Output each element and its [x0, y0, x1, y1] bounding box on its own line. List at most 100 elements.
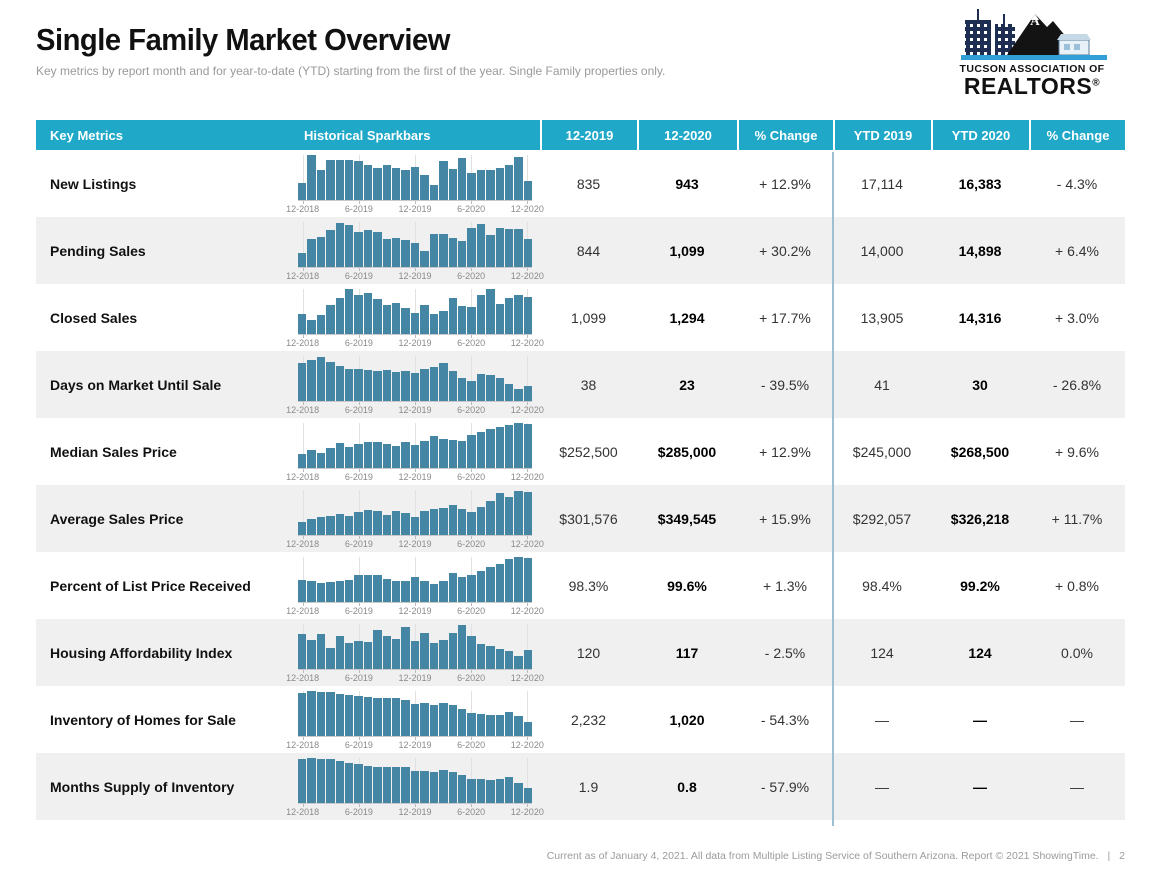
sparkbar-bar	[448, 298, 457, 334]
sparkbar-bar	[345, 446, 354, 468]
sparkbar-gridline	[527, 623, 529, 669]
skyline-logo-icon: A	[939, 8, 1125, 62]
value-cell-ytd-change: + 3.0%	[1055, 309, 1099, 326]
historical-sparkbar-chart: 12-2018 6-2019 12-2019 6-2020 12-2020	[286, 154, 544, 214]
sparkbar-bar	[335, 693, 345, 736]
sparkbar-axis-label: 12-2019	[398, 672, 432, 683]
logo-text-line2: REALTORS®	[963, 73, 1101, 99]
sparkbar-bar	[448, 704, 457, 736]
sparkbar-bar	[439, 508, 448, 535]
sparkbar-bar	[345, 515, 354, 535]
value-cell-m2020: 23	[679, 376, 695, 393]
sparkbar-gridline	[415, 489, 416, 535]
sparkbar-bar	[307, 639, 316, 669]
sparkbar-axis-tick	[471, 535, 473, 539]
sparkbar-bar	[495, 648, 504, 669]
sparkbar-bar	[354, 161, 363, 200]
sparkbar-bar	[392, 371, 401, 401]
sparkbar-bar	[401, 370, 410, 401]
sparkbar-bar	[467, 172, 476, 200]
sparkbar-bar	[495, 563, 504, 602]
sparkbar-bar	[335, 223, 345, 267]
sparkbar-axis-label: 12-2020	[510, 203, 544, 214]
sparkbar-bar	[495, 227, 504, 267]
sparkbar-bar	[307, 320, 316, 334]
sparkbar-axis-tick	[358, 803, 360, 807]
value-cell-m2020: $349,545	[657, 510, 717, 527]
sparkbar-bar	[335, 298, 345, 334]
value-cell-ytd2019: $292,057	[852, 510, 912, 527]
sparkbar-bar	[307, 690, 316, 736]
sparkbar-bar	[382, 767, 392, 803]
sparkbar-bar	[298, 692, 307, 736]
sparkbar-axis-tick	[415, 535, 416, 539]
value-cell-m2020: 1,020	[669, 711, 705, 728]
sparkbar-bar	[298, 313, 307, 334]
sparkbar-bar	[373, 575, 382, 602]
sparkbar-axis-label: 6-2019	[344, 203, 373, 214]
sparkbar-gridline	[471, 355, 473, 401]
sparkbar-bar	[354, 294, 363, 334]
sparkbar-axis-label: 12-2018	[286, 605, 320, 616]
sparkbar-axis-label: 6-2019	[344, 538, 373, 549]
page-footer: Current as of January 4, 2021. All data …	[547, 850, 1125, 862]
sparkbar-bar	[514, 715, 523, 736]
column-header-key-metrics: Key Metrics	[50, 127, 123, 143]
value-cell-ytd2019: $245,000	[852, 443, 912, 460]
sparkbar-bar	[523, 492, 533, 535]
value-cell-m2019: $301,576	[559, 510, 618, 527]
sparkbar-bar	[439, 311, 448, 334]
sparkbar-axis-label: 12-2020	[510, 270, 544, 281]
sparkbar-bar	[354, 695, 363, 736]
sparkbar-bar	[486, 567, 495, 602]
sparkbar-bar	[504, 777, 514, 803]
sparkbar-axis-tick	[358, 334, 360, 338]
sparkbar-bar	[448, 771, 457, 803]
sparkbar-bar	[523, 386, 533, 401]
historical-sparkbar-chart: 12-2018 6-2019 12-2019 6-2020 12-2020	[286, 422, 544, 482]
sparkbar-bar	[448, 237, 457, 267]
sparkbar-axis-tick	[471, 602, 473, 606]
sparkbar-bar	[420, 633, 429, 669]
sparkbar-bar	[354, 232, 363, 267]
table-row: Months Supply of Inventory 12-2018 6-2019 1…	[36, 753, 1125, 820]
sparkbar-axis-label: 12-2018	[286, 270, 320, 281]
sparkbar-bar	[335, 580, 345, 602]
column-header-12-2020: 12-2020	[637, 120, 737, 150]
sparkbar-bar	[307, 360, 316, 401]
sparkbar-axis-label: 12-2020	[510, 538, 544, 549]
sparkbar-bar	[457, 774, 467, 803]
metric-label: Average Sales Price	[50, 510, 184, 527]
sparkbar-axis-tick	[302, 468, 304, 472]
sparkbar-axis-label: 6-2019	[344, 605, 373, 616]
value-cell-m2020: 99.6%	[667, 577, 707, 594]
sparkbar-bar	[298, 253, 307, 267]
sparkbar-bar	[307, 580, 316, 602]
sparkbar-bar	[316, 452, 326, 468]
sparkbar-bar	[382, 636, 392, 669]
sparkbar-bar	[363, 442, 373, 468]
sparkbar-axis-label: 12-2020	[510, 672, 544, 683]
sparkbar-bar	[373, 299, 382, 334]
sparkbar-bar	[514, 556, 523, 602]
historical-sparkbar-chart: 12-2018 6-2019 12-2019 6-2020 12-2020	[286, 623, 544, 683]
table-row: New Listings 12-2018 6-2019 12-2019 6-2020 12…	[36, 150, 1125, 217]
sparkbar-bar	[429, 583, 439, 602]
sparkbar-bar	[504, 559, 514, 602]
sparkbar-bar	[382, 698, 392, 736]
sparkbar-bar	[504, 298, 514, 334]
sparkbar-axis-tick	[471, 334, 473, 338]
sparkbar-axis-tick	[471, 401, 473, 405]
sparkbar-bar	[504, 228, 514, 267]
sparkbar-bar	[448, 504, 457, 535]
sparkbar-axis-label: 6-2019	[344, 337, 373, 348]
sparkbar-axis-label: 6-2020	[457, 538, 486, 549]
value-cell-m-change: + 12.9%	[759, 443, 811, 460]
sparkbar-axis-tick	[302, 669, 304, 673]
historical-sparkbar-chart: 12-2018 6-2019 12-2019 6-2020 12-2020	[286, 690, 544, 750]
sparkbar-axis-label: 6-2019	[344, 404, 373, 415]
sparkbar-bar	[373, 442, 382, 468]
sparkbar-axis-label: 12-2019	[398, 270, 432, 281]
sparkbar-bar	[298, 521, 307, 535]
sparkbar-bar	[467, 574, 476, 602]
